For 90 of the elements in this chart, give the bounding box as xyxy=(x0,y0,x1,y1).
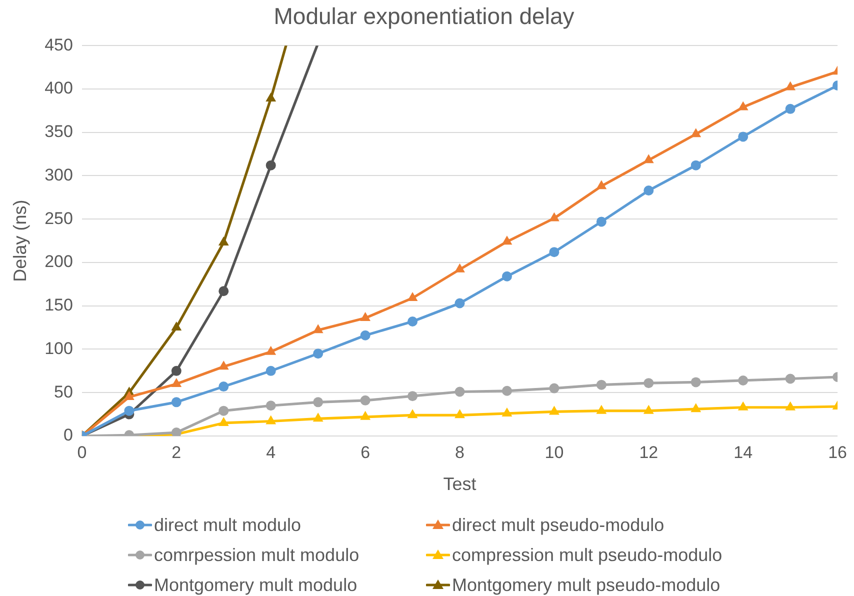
point xyxy=(596,404,607,414)
point xyxy=(502,271,512,282)
legend-label: direct mult pseudo-modulo xyxy=(452,514,664,536)
point xyxy=(171,397,182,408)
point xyxy=(549,406,560,415)
y-tick-label: 250 xyxy=(44,208,73,228)
point xyxy=(785,81,796,90)
x-tick-label: 14 xyxy=(734,442,753,462)
y-tick-label: 100 xyxy=(44,338,73,358)
legend-label: direct mult modulo xyxy=(154,514,302,536)
legend-label: compression mult pseudo-modulo xyxy=(452,544,722,566)
point xyxy=(360,330,370,340)
point xyxy=(690,403,702,412)
point xyxy=(266,400,276,411)
point xyxy=(218,416,229,426)
point xyxy=(596,380,606,390)
legend-label: comrpession mult modulo xyxy=(154,544,360,566)
point xyxy=(454,409,465,418)
point xyxy=(266,415,276,424)
point xyxy=(643,154,654,164)
point xyxy=(502,386,512,396)
point xyxy=(549,247,560,258)
point xyxy=(313,348,324,359)
point xyxy=(738,401,748,410)
point xyxy=(502,236,512,245)
point xyxy=(738,132,748,142)
point xyxy=(785,104,796,114)
point xyxy=(407,409,418,418)
y-tick-label: 150 xyxy=(44,296,73,315)
point xyxy=(407,292,418,302)
point xyxy=(218,382,229,392)
x-tick-label: 8 xyxy=(455,442,464,462)
point xyxy=(690,377,701,388)
point xyxy=(266,160,276,170)
point xyxy=(360,410,371,420)
legend-label: Montgomery mult modulo xyxy=(154,574,358,596)
y-tick-label: 400 xyxy=(44,78,73,98)
y-tick-label: 50 xyxy=(54,382,73,402)
y-tick-label: 200 xyxy=(44,252,73,272)
x-tick-label: 12 xyxy=(639,442,658,462)
x-axis-title: Test xyxy=(443,474,476,494)
point xyxy=(785,374,796,384)
x-tick-label: 10 xyxy=(544,442,564,462)
point xyxy=(360,312,371,322)
point xyxy=(218,360,229,370)
point xyxy=(454,263,465,272)
point xyxy=(644,378,654,388)
point xyxy=(596,180,607,190)
point xyxy=(549,212,560,222)
point xyxy=(360,395,370,406)
point xyxy=(596,216,606,227)
x-tick-label: 2 xyxy=(172,442,182,462)
point xyxy=(312,324,324,334)
point xyxy=(312,412,324,422)
point xyxy=(454,386,465,397)
point xyxy=(408,316,418,326)
point xyxy=(690,160,701,170)
point xyxy=(690,128,702,138)
point xyxy=(643,404,654,414)
chart-title: Modular exponentiation delay xyxy=(274,3,575,30)
point xyxy=(266,92,276,102)
y-tick-label: 350 xyxy=(44,122,73,142)
y-axis-title: Delay (ns) xyxy=(10,200,30,282)
point xyxy=(124,390,134,400)
x-tick-label: 16 xyxy=(828,442,848,462)
legend-label: Montgomery mult pseudo-modulo xyxy=(452,574,720,596)
point xyxy=(266,346,276,355)
point xyxy=(408,391,418,402)
point xyxy=(218,286,229,296)
point xyxy=(171,378,182,387)
point xyxy=(218,406,229,416)
point xyxy=(549,383,560,394)
point xyxy=(171,366,182,376)
x-tick-label: 0 xyxy=(77,442,87,462)
point xyxy=(266,366,276,376)
point xyxy=(454,298,465,308)
point xyxy=(738,375,748,386)
point xyxy=(218,236,229,246)
x-tick-label: 4 xyxy=(266,442,276,462)
y-tick-label: 300 xyxy=(44,165,73,184)
y-tick-label: 0 xyxy=(63,426,73,445)
point xyxy=(738,101,748,110)
point xyxy=(124,406,134,416)
point xyxy=(785,401,796,410)
point xyxy=(171,322,182,331)
x-tick-label: 6 xyxy=(360,442,370,462)
y-tick-label: 450 xyxy=(44,35,73,54)
point xyxy=(644,185,654,196)
point xyxy=(313,397,324,408)
point xyxy=(502,407,512,416)
